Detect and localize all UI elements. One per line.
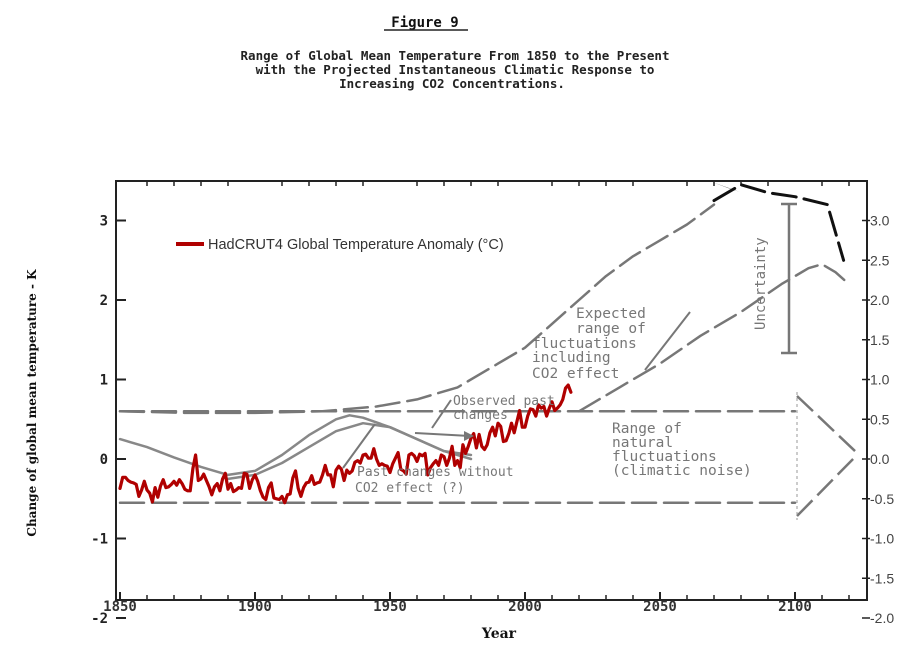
y-right-tick-label: 1.0 <box>870 372 890 388</box>
annot-past-without-2: CO2 effect (?) <box>355 481 465 496</box>
annot-past-without-pointer <box>342 423 376 469</box>
y-right-tick-label: -0.5 <box>870 491 894 507</box>
legend: HadCRUT4 Global Temperature Anomaly (°C) <box>176 237 504 253</box>
x-tick-label-2000: 2000 <box>508 599 542 615</box>
annot-natural-2: natural <box>612 435 673 451</box>
y-right-tick-label: 0.5 <box>870 411 890 427</box>
annot-observed-1: Observed past <box>453 394 555 409</box>
title-line-3: Increasing CO2 Concentrations. <box>339 76 565 91</box>
y-left-tick-label: 1 <box>100 373 108 389</box>
annot-natural-3: fluctuations <box>612 449 717 465</box>
annot-observed-arrowhead <box>464 431 474 441</box>
annot-natural-1: Range of <box>612 421 682 437</box>
x-tick-label-2050: 2050 <box>643 599 677 615</box>
x-tick-label-1850: 1850 <box>103 599 137 615</box>
y-right-tick-label: -1.0 <box>870 531 894 547</box>
y-left-tick-label: 2 <box>100 293 108 309</box>
y-left-tick-label: -1 <box>91 532 108 548</box>
annot-observed-2: changes <box>453 408 508 423</box>
x-tick-label-2100: 2100 <box>778 599 812 615</box>
y-left-tick-label: 0 <box>100 452 108 468</box>
annotations-layer: Uncertainty Expected range of fluctuatio… <box>342 202 857 520</box>
title-line-1: Range of Global Mean Temperature From 18… <box>241 48 670 63</box>
axes-layer: 1850 1900 1950 2000 2050 2100 -2 -1 0 1 2 3 -2.0 -1.5… <box>91 181 894 627</box>
y-right-tick-label: 2.0 <box>870 292 890 308</box>
y-right-tick-label: 2.5 <box>870 252 890 268</box>
y-right-tick-label: -2.0 <box>870 610 894 626</box>
annot-expected-2: range of <box>576 321 646 337</box>
annot-expected-5: CO2 effect <box>532 366 619 382</box>
y-left-tick-label: 3 <box>100 214 108 230</box>
annot-expected-1: Expected <box>576 306 646 322</box>
y-left-tick-label: -2 <box>91 611 108 627</box>
annot-expected-3: fluctuations <box>532 336 637 352</box>
annot-expected-pointer <box>644 311 691 371</box>
natural-range-closing-lower <box>796 455 857 517</box>
y-axis-title: Change of global mean temperature - K <box>25 269 39 537</box>
x-tick-label-1950: 1950 <box>373 599 407 615</box>
x-tick-label-1900: 1900 <box>238 599 272 615</box>
annot-observed-pointer <box>431 399 452 429</box>
series-line-projected-instantaneous-climatic-response <box>712 183 846 262</box>
uncertainty-label: Uncertainty <box>753 237 769 330</box>
x-axis-title: Year <box>481 626 517 642</box>
annot-natural-4: (climatic noise) <box>612 463 752 479</box>
legend-label: HadCRUT4 Global Temperature Anomaly (°C) <box>208 237 504 253</box>
y-right-tick-label: 1.5 <box>870 332 890 348</box>
series-layer <box>118 182 851 505</box>
figure-label: Figure 9 <box>391 15 458 31</box>
annot-expected-4: including <box>532 350 611 366</box>
series-line-past-changes-without-co2-effect <box>226 421 473 481</box>
y-right-tick-label: -1.5 <box>870 570 894 586</box>
series-line-hadcrut4-global-temperature-anomaly-c <box>118 383 573 505</box>
projection-arrowhead <box>712 182 740 192</box>
series-line-expected-range-lower-bound <box>577 262 851 413</box>
natural-range-closing-upper <box>796 395 857 453</box>
title-line-2: with the Projected Instantaneous Climati… <box>256 62 655 77</box>
plot-frame <box>115 180 868 601</box>
annot-observed-arrow <box>414 432 471 437</box>
y-right-tick-label: 3.0 <box>870 213 890 229</box>
annot-past-without-1: Past changes without <box>357 465 514 480</box>
y-right-tick-label: 0.0 <box>870 451 890 467</box>
